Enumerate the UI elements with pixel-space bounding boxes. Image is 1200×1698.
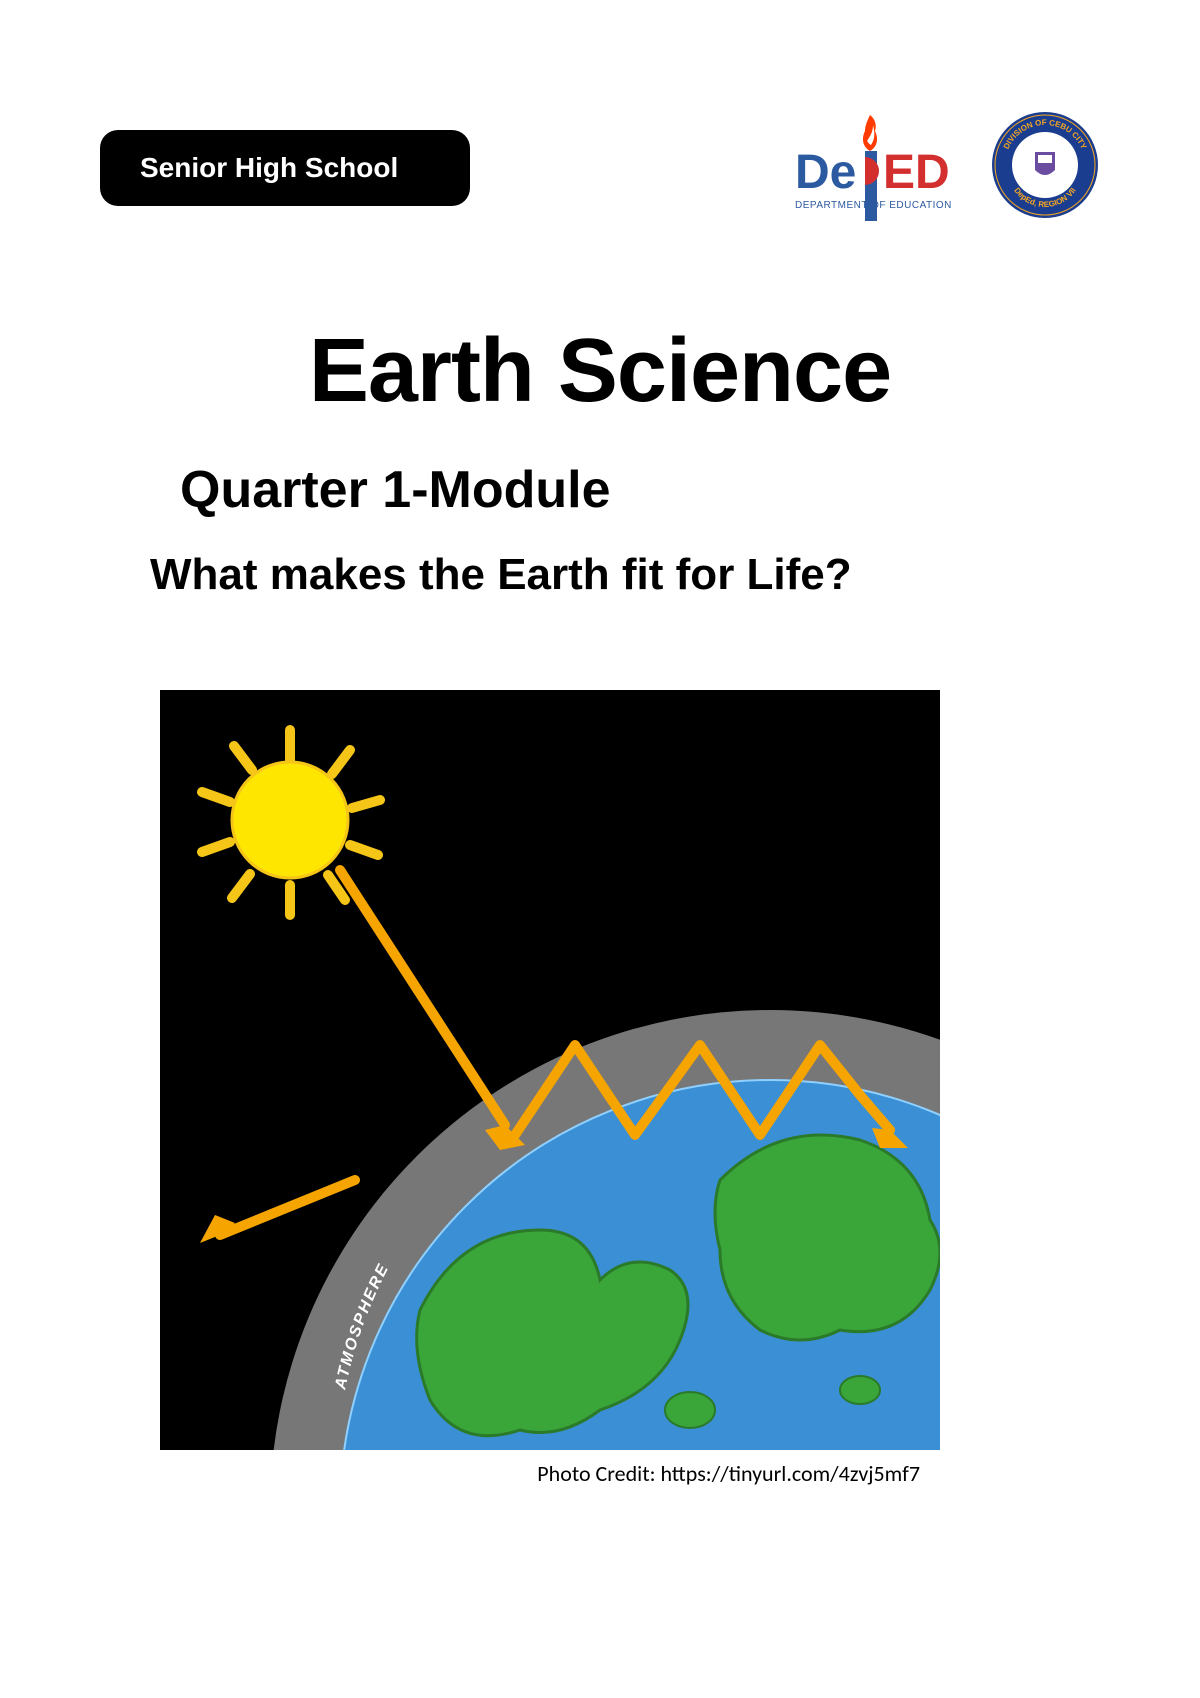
greenhouse-figure: ATMOSPHERE bbox=[160, 690, 940, 1450]
main-title: Earth Science bbox=[0, 320, 1200, 423]
deped-de: De bbox=[795, 146, 856, 199]
grade-badge: Senior High School bbox=[100, 130, 470, 206]
title-block: Earth Science bbox=[0, 320, 1200, 423]
logo-group: De ED DEPARTMENT OF EDUCATION bbox=[775, 110, 1100, 225]
photo-credit: Photo Credit: https://tinyurl.com/4zvj5m… bbox=[160, 1460, 940, 1487]
seal-book-icon bbox=[1038, 155, 1052, 163]
header-row: Senior High School De ED DEPARTMENT OF E… bbox=[100, 110, 1100, 225]
subtitle-block: Quarter 1-Module What makes the Earth fi… bbox=[180, 460, 1100, 600]
deped-logo: De ED DEPARTMENT OF EDUCATION bbox=[775, 113, 965, 223]
module-question: What makes the Earth fit for Life? bbox=[150, 550, 1100, 600]
subtitle: Quarter 1-Module bbox=[180, 460, 1100, 520]
deped-ed: ED bbox=[883, 146, 950, 199]
division-seal: DIVISION OF CEBU CITY DepEd, REGION VII bbox=[990, 110, 1100, 225]
figure-wrap: ATMOSPHERE bbox=[160, 690, 940, 1487]
deped-subtext: DEPARTMENT OF EDUCATION bbox=[795, 200, 952, 211]
flame-icon bbox=[863, 115, 877, 151]
